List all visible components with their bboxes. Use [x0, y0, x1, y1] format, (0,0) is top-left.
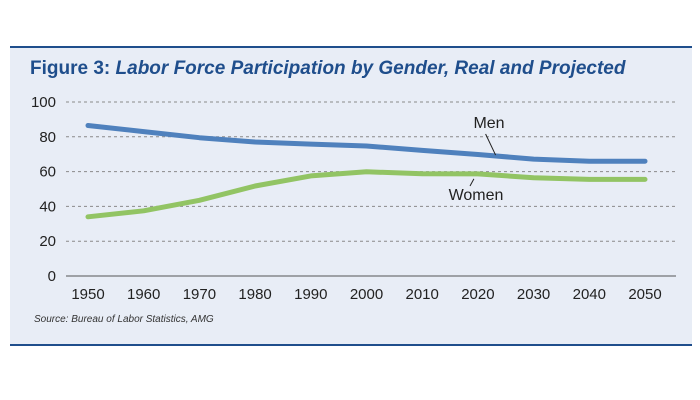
y-tick-label: 80: [39, 129, 56, 146]
x-tick-label: 2010: [406, 286, 439, 303]
x-tick-label: 1980: [238, 286, 271, 303]
x-tick-label: 1960: [127, 286, 160, 303]
x-tick-label: 2030: [517, 286, 550, 303]
men-series-label: Men: [473, 115, 504, 132]
y-tick-label: 0: [48, 268, 56, 285]
x-tick-label: 2040: [573, 286, 606, 303]
y-tick-label: 60: [39, 164, 56, 181]
figure-number: Figure 3:: [30, 58, 111, 79]
x-tick-label: 2000: [350, 286, 383, 303]
y-tick-label: 20: [39, 233, 56, 250]
series-line-men: [85, 123, 648, 164]
x-tick-label: 2020: [461, 286, 494, 303]
chart-panel: [10, 48, 692, 344]
y-axis-ticks: 0 20 40 60 80 100: [31, 94, 56, 285]
x-tick-label: 2050: [628, 286, 661, 303]
women-label-leader: [469, 178, 475, 187]
y-tick-label: 40: [39, 198, 56, 215]
y-tick-label: 100: [31, 94, 56, 111]
gridlines: [66, 101, 676, 277]
source-note: Source: Bureau of Labor Statistics, AMG: [34, 314, 214, 325]
x-tick-label: 1990: [294, 286, 327, 303]
bottom-rule: [10, 344, 692, 346]
series-labels: Men Women: [449, 115, 505, 204]
series-lines: [85, 123, 648, 220]
x-tick-label: 1950: [71, 286, 104, 303]
x-axis-ticks: 1950 1960 1970 1980 1990 2000 2010 2020 2030 2040…: [71, 286, 661, 303]
women-series-label: Women: [449, 187, 504, 204]
top-rule: [10, 46, 692, 48]
men-label-leader: [485, 133, 497, 156]
figure-title: Figure 3: Labor Force Participation by G…: [30, 58, 625, 80]
series-line-women: [85, 169, 648, 220]
figure-title-text: Labor Force Participation by Gender, Rea…: [115, 58, 626, 79]
x-tick-label: 1970: [183, 286, 216, 303]
